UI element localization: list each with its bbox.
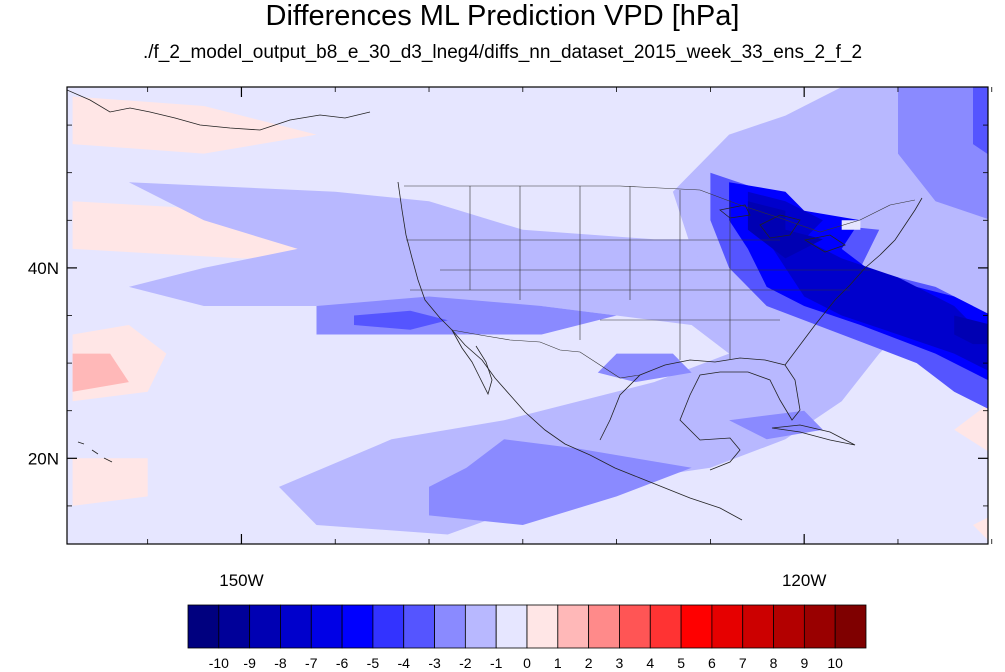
cuba (771, 424, 856, 446)
field-region-4 (72, 458, 148, 506)
state-border-layer (404, 185, 916, 379)
field-region-0 (72, 96, 317, 154)
hawaii (77, 441, 113, 463)
coastline-baja (451, 329, 493, 396)
state-lines (406, 186, 870, 360)
field-region-17 (954, 404, 988, 452)
x-tick-label: 120W (782, 571, 826, 590)
field-region-19 (973, 517, 988, 541)
field-region-32 (898, 87, 988, 220)
field-region-28 (429, 439, 692, 525)
field-region-27 (354, 310, 448, 330)
coastline-layer (67, 89, 923, 521)
coastline-east (784, 197, 923, 366)
field-region-5 (992, 87, 1005, 135)
coastline-west (397, 181, 743, 521)
us-mexico-border (451, 329, 641, 379)
field-region-18 (992, 420, 1005, 468)
field-region-46 (747, 191, 988, 371)
axis-layer: 150W120W90W20N40N (28, 87, 993, 590)
chart-title: Differences ML Prediction VPD [hPa] (265, 0, 740, 32)
field-layer (67, 87, 1005, 544)
x-tick-label: 150W (219, 571, 263, 590)
chart-subtitle: ./f_2_model_output_b8_e_30_d3_lneg4/diff… (142, 42, 863, 63)
alaska-coast (67, 89, 371, 131)
field-region-33 (973, 87, 988, 155)
us-canada-border (404, 185, 916, 233)
field-region-3 (72, 353, 129, 392)
y-tick-label: 20N (28, 449, 59, 468)
field-region-47 (747, 201, 823, 259)
field-region-48 (954, 315, 988, 345)
coastline-gulf (599, 357, 801, 471)
field-region-29 (597, 353, 692, 383)
field-region-34 (992, 97, 1005, 154)
y-tick-label: 40N (28, 259, 59, 278)
field-region-57 (841, 220, 861, 230)
